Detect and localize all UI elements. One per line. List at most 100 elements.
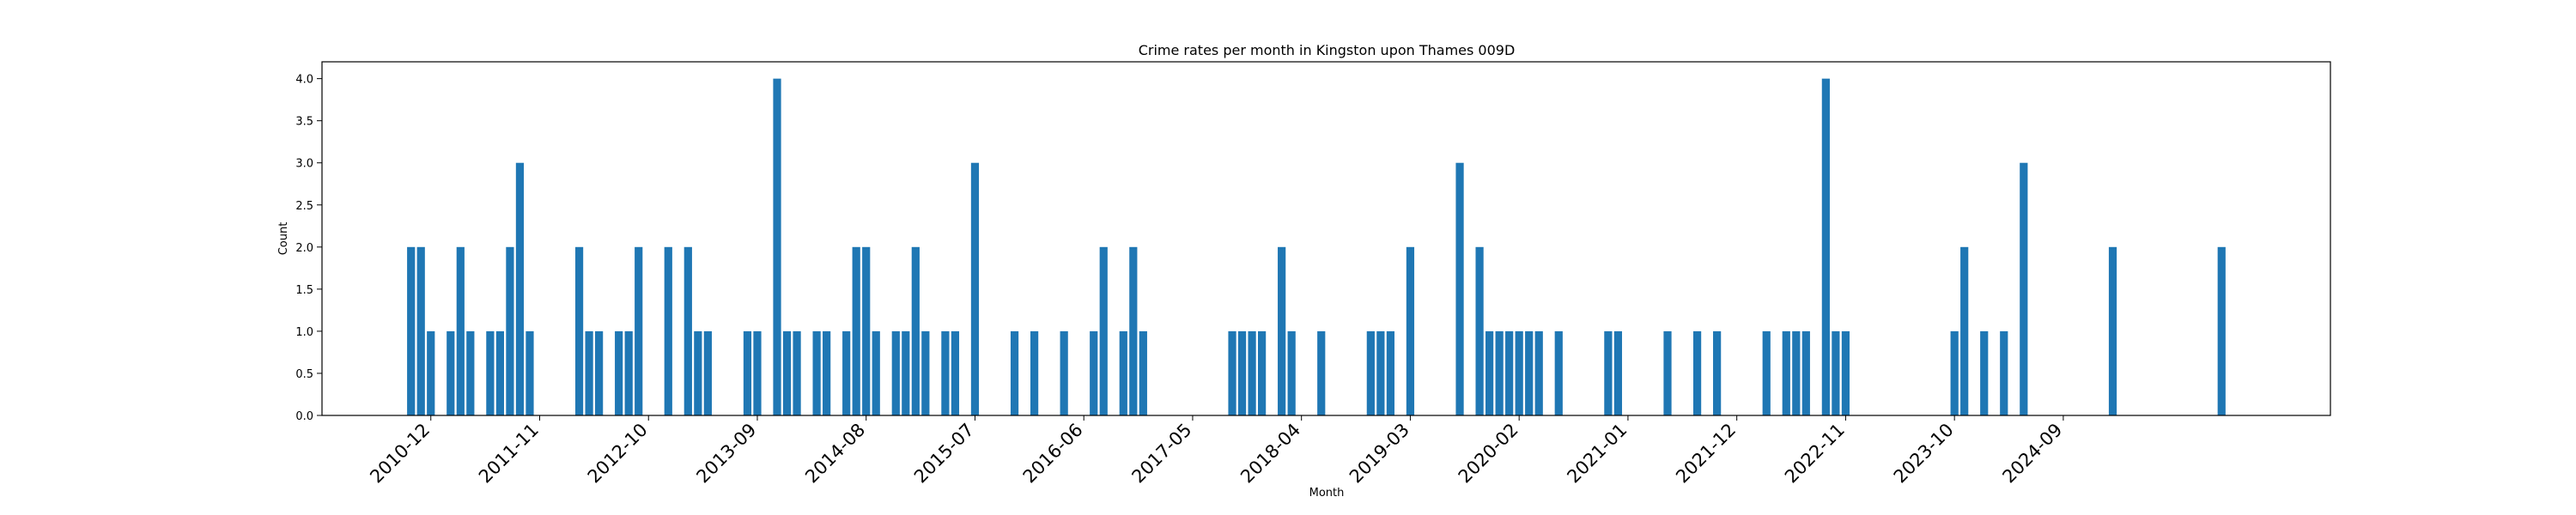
bar — [1782, 330, 1790, 415]
bar — [486, 330, 495, 415]
bar — [574, 246, 584, 415]
y-axis-label: Count — [277, 222, 290, 256]
bar — [1841, 330, 1850, 415]
x-tick-label: 2013-09 — [692, 420, 760, 488]
bar — [911, 246, 920, 415]
bar — [1604, 330, 1613, 415]
bar — [694, 330, 702, 415]
bar — [1475, 246, 1484, 415]
x-tick-label: 2020-02 — [1455, 420, 1522, 488]
bar — [921, 330, 930, 415]
x-tick-label: 2012-10 — [584, 420, 652, 488]
bar — [1980, 330, 1989, 415]
bar — [743, 330, 752, 415]
bar — [2000, 330, 2008, 415]
bar — [1821, 78, 1830, 415]
bar — [506, 246, 514, 415]
bar — [1366, 330, 1375, 415]
x-tick-label: 2024-09 — [1998, 420, 2066, 488]
bar — [1257, 330, 1267, 415]
y-tick-label: 0.5 — [295, 368, 313, 381]
bar — [466, 330, 475, 415]
y-tick-label: 2.5 — [295, 200, 313, 213]
bar — [1950, 330, 1959, 415]
bar — [416, 246, 425, 415]
bar — [852, 246, 860, 415]
bar — [1792, 330, 1801, 415]
y-tick-label: 1.0 — [295, 326, 313, 339]
plot-area: 0.0 0.5 1.0 1.5 2.0 2.5 3.0 3.5 4.0 2010-12 2011-1… — [295, 74, 2226, 488]
bar — [1613, 330, 1623, 415]
x-tick-label: 2022-11 — [1781, 420, 1849, 488]
bar — [1099, 246, 1108, 415]
bar — [1762, 330, 1771, 415]
bar — [1030, 330, 1039, 415]
bar — [1525, 330, 1534, 415]
bar — [902, 330, 910, 415]
bar — [427, 330, 435, 415]
bar — [615, 330, 623, 415]
bar — [1495, 330, 1504, 415]
bar — [951, 330, 960, 415]
bar — [1713, 330, 1722, 415]
y-tick-label: 4.0 — [295, 74, 313, 87]
y-tick-label: 1.5 — [295, 284, 313, 297]
x-tick-label: 2014-08 — [801, 420, 869, 488]
bar — [782, 330, 792, 415]
bar — [872, 330, 880, 415]
bar — [773, 78, 781, 415]
bar — [526, 330, 534, 415]
bar — [1455, 162, 1464, 415]
bar — [1960, 246, 1969, 415]
bar — [1139, 330, 1147, 415]
bar — [862, 246, 871, 415]
bar — [1090, 330, 1098, 415]
bar — [1376, 330, 1385, 415]
bar — [1386, 330, 1395, 415]
bar — [664, 246, 672, 415]
bar — [2108, 246, 2117, 415]
x-tick-label: 2021-12 — [1672, 420, 1740, 488]
bar — [1237, 330, 1247, 415]
bar — [1406, 246, 1415, 415]
bar — [1119, 330, 1127, 415]
y-tick-label: 3.5 — [295, 116, 313, 129]
bar — [1060, 330, 1068, 415]
bar — [1505, 330, 1514, 415]
bar — [941, 330, 950, 415]
bar — [1129, 246, 1138, 415]
x-tick-label: 2018-04 — [1236, 420, 1304, 488]
x-tick-label: 2021-01 — [1563, 420, 1631, 488]
bar — [1554, 330, 1563, 415]
bar — [842, 330, 851, 415]
bar — [1485, 330, 1494, 415]
chart-title: Crime rates per month in Kingston upon T… — [1139, 42, 1516, 58]
bar — [515, 162, 525, 415]
x-tick-label: 2017-05 — [1127, 420, 1195, 488]
bar — [703, 330, 712, 415]
bar — [585, 330, 593, 415]
bar — [1317, 330, 1326, 415]
bar — [635, 246, 643, 415]
bar — [1692, 330, 1702, 415]
bar — [495, 330, 505, 415]
bar — [1534, 330, 1543, 415]
bar — [1801, 330, 1810, 415]
x-tick-label: 2010-12 — [366, 420, 434, 488]
bar — [1832, 330, 1840, 415]
bar — [793, 330, 801, 415]
bar — [823, 330, 831, 415]
x-tick-label: 2011-11 — [475, 420, 543, 488]
bar — [1663, 330, 1672, 415]
bar — [891, 330, 900, 415]
bar — [624, 330, 633, 415]
bar — [1515, 330, 1523, 415]
bar — [812, 330, 821, 415]
bar — [753, 330, 762, 415]
x-tick-label: 2023-10 — [1890, 420, 1958, 488]
bar — [2217, 246, 2226, 415]
plot-frame — [321, 61, 2331, 416]
bar — [456, 246, 465, 415]
y-tick-label: 3.0 — [295, 158, 313, 171]
bar — [683, 246, 692, 415]
